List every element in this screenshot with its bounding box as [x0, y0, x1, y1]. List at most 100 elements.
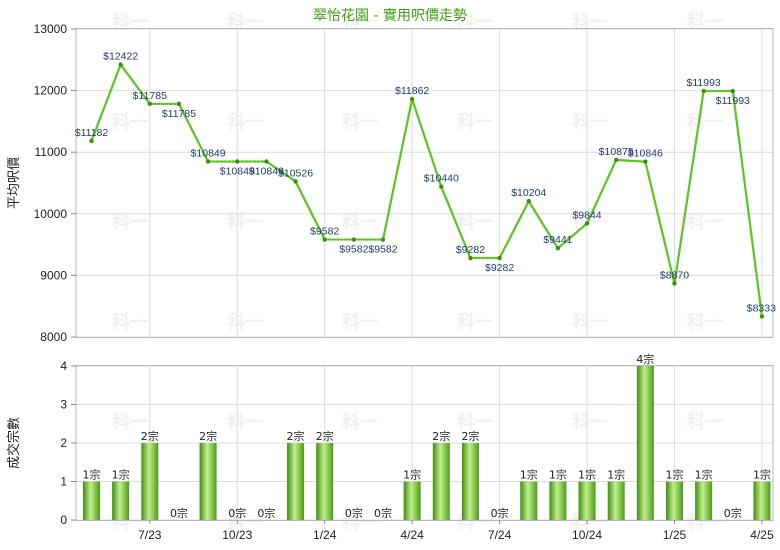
watermark-text: 科一 [112, 311, 148, 333]
price-data-label: $10849 [220, 166, 255, 178]
volume-y-tick-label: 1 [60, 475, 67, 489]
watermark-text: 科一 [227, 511, 263, 533]
watermark-text: 科一 [572, 411, 608, 433]
price-data-label: $9582 [368, 244, 397, 256]
watermark-text: 科一 [572, 111, 608, 133]
price-y-tick-label: 12000 [34, 84, 68, 98]
volume-data-label: 4宗 [636, 352, 654, 366]
watermark-text: 科一 [687, 311, 723, 333]
x-tick-label: 10/23 [222, 528, 252, 542]
price-point [89, 138, 94, 144]
price-data-label: $10526 [278, 167, 313, 179]
price-point [409, 96, 415, 102]
volume-y-tick-label: 4 [60, 359, 67, 373]
price-y-axis-label: 平均呎價 [7, 157, 22, 209]
price-line-segment [585, 158, 618, 225]
price-point [672, 281, 677, 286]
volume-data-label: 0宗 [228, 506, 246, 520]
volume-bar [432, 443, 450, 520]
volume-bar [461, 443, 479, 520]
x-tick-label: 7/24 [488, 528, 512, 542]
watermark-text: 科一 [112, 411, 148, 433]
volume-y-axis-label: 成交宗數 [6, 417, 22, 469]
volume-labels: 1宗 1宗 2宗 0宗 2宗 0宗 0宗 2宗 2宗 0宗 0宗 1宗 2宗 2宗 0宗 1宗 1宗 1宗 1宗 4宗… [83, 352, 771, 520]
volume-bar [607, 481, 625, 520]
watermark-text: 科一 [687, 411, 723, 433]
volume-y-tick-label: 3 [60, 398, 67, 412]
price-data-label: $12422 [103, 51, 138, 63]
volume-bar [287, 443, 305, 520]
price-line-segment [119, 63, 151, 105]
price-point [380, 237, 386, 242]
price-point [555, 246, 561, 251]
volume-data-label: 2宗 [316, 429, 334, 443]
price-point [439, 184, 444, 189]
watermark-text: 科一 [457, 11, 493, 33]
price-point [497, 255, 502, 261]
volume-data-label: 1宗 [578, 468, 596, 482]
price-data-label: $10204 [511, 187, 546, 199]
price-line-segment [498, 200, 530, 260]
watermark-text: 科一 [457, 411, 493, 433]
price-point [643, 159, 648, 164]
volume-data-label: 2宗 [141, 429, 159, 443]
price-point [322, 237, 327, 242]
volume-data-label: 1宗 [753, 468, 771, 482]
volume-data-label: 1宗 [403, 468, 421, 482]
volume-data-label: 1宗 [695, 468, 713, 482]
price-point [176, 101, 182, 107]
watermark-text: 科一 [342, 411, 378, 433]
volume-bar [520, 481, 538, 520]
price-line-segment [411, 98, 443, 188]
price-line-segment [381, 98, 414, 241]
price-line [90, 63, 764, 318]
price-point [351, 237, 357, 242]
volume-y-tick-label: 0 [60, 513, 67, 527]
watermark-text: 科一 [342, 311, 378, 333]
x-tick-label: 4/25 [750, 528, 774, 542]
volume-bar [666, 481, 683, 520]
price-line-segment [294, 180, 326, 241]
volume-bar [141, 443, 159, 520]
watermark-text: 科一 [227, 311, 263, 333]
volume-bar [199, 443, 217, 520]
price-data-label: $11862 [395, 85, 429, 97]
volume-data-label: 2宗 [199, 429, 217, 443]
price-line-segment [731, 89, 764, 318]
volume-data-label: 1宗 [112, 468, 130, 482]
watermark-text: 科一 [687, 211, 723, 233]
volume-data-label: 2宗 [432, 429, 450, 443]
watermark-text: 科一 [342, 511, 378, 533]
price-data-label: $9282 [485, 262, 514, 274]
price-data-label: $11785 [162, 108, 196, 120]
watermark-text: 科一 [572, 311, 608, 333]
volume-data-label: 0宗 [257, 506, 275, 520]
price-data-label: $10849 [249, 166, 284, 178]
price-point [730, 88, 735, 94]
price-y-ticks: 8000 9000 10000 11000 12000 13000 [34, 22, 76, 344]
volume-bar [636, 366, 654, 520]
volume-data-label: 0宗 [345, 506, 363, 520]
volume-data-label: 1宗 [666, 468, 684, 482]
watermark-text: 科一 [227, 11, 263, 33]
price-data-label: $11993 [687, 77, 721, 89]
price-data-label: $10440 [424, 173, 459, 185]
volume-data-label: 2宗 [287, 429, 305, 443]
price-data-label: $11182 [75, 127, 109, 139]
price-line-segment [644, 160, 676, 285]
price-line-segment [556, 222, 589, 250]
watermark-text: 科一 [687, 111, 723, 133]
price-y-tick-label: 8000 [40, 330, 67, 344]
volume-bars [83, 366, 771, 520]
volume-bar [112, 481, 130, 520]
volume-data-label: 0宗 [491, 506, 509, 520]
x-axis-ticks: 7/23 10/23 1/24 4/24 7/24 10/24 1/25 4/25 [138, 520, 774, 542]
volume-bar [695, 481, 713, 520]
price-point [614, 157, 619, 163]
watermark-text: 科一 [572, 11, 608, 33]
price-line-segment [673, 89, 705, 285]
volume-data-label: 1宗 [549, 468, 567, 482]
price-line-segment [527, 200, 560, 250]
price-labels: $11182$12422$11785$11785$10849$10849$108… [75, 51, 776, 315]
